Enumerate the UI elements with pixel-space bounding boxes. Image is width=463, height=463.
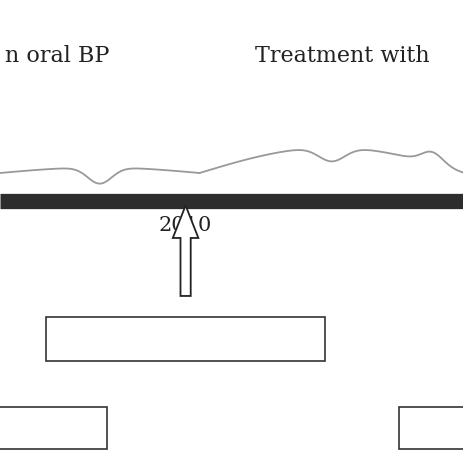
Text: Treatment with: Treatment with <box>255 44 429 67</box>
Polygon shape <box>172 206 198 296</box>
Text: ient clinic: ient clinic <box>15 420 98 437</box>
FancyBboxPatch shape <box>46 317 324 361</box>
Text: Dia: Dia <box>405 420 433 437</box>
Text: Change of administration way: Change of administration way <box>59 331 311 348</box>
FancyBboxPatch shape <box>398 407 463 449</box>
Text: 2010: 2010 <box>158 215 212 234</box>
FancyBboxPatch shape <box>0 407 106 449</box>
Text: n oral BP: n oral BP <box>5 44 109 67</box>
